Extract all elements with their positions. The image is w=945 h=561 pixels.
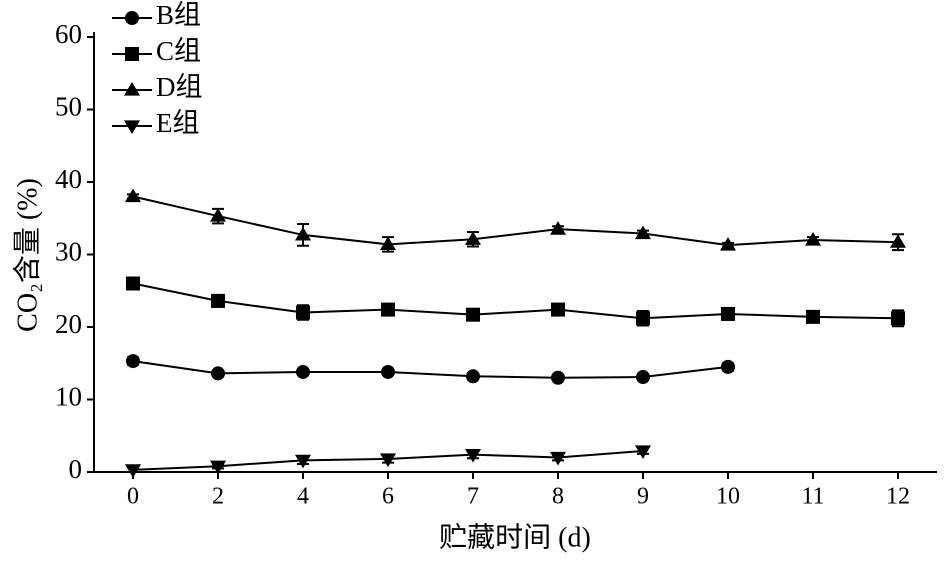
legend-marker xyxy=(124,120,140,134)
marker xyxy=(380,453,396,467)
marker xyxy=(890,234,906,248)
marker xyxy=(210,460,226,475)
y-tick-label: 30 xyxy=(55,237,82,267)
marker xyxy=(550,221,566,235)
marker xyxy=(126,276,140,291)
marker xyxy=(295,454,311,469)
marker xyxy=(295,226,311,241)
marker xyxy=(466,369,480,384)
marker xyxy=(720,237,736,251)
marker xyxy=(635,225,651,240)
marker xyxy=(210,208,226,222)
marker xyxy=(805,232,821,246)
y-tick-label: 40 xyxy=(55,164,82,194)
x-tick-label: 8 xyxy=(552,484,564,510)
x-tick-label: 9 xyxy=(637,484,649,510)
legend-marker xyxy=(125,47,139,61)
y-tick-label: 50 xyxy=(55,92,82,122)
series-line xyxy=(132,282,899,320)
marker xyxy=(806,309,820,324)
x-tick-label: 11 xyxy=(801,484,824,510)
series-line xyxy=(132,360,729,379)
marker xyxy=(635,445,651,459)
x-tick-label: 6 xyxy=(382,484,394,510)
legend-marker xyxy=(125,11,139,25)
marker xyxy=(465,449,481,463)
y-axis-label: CO₂含量 (%) xyxy=(11,178,43,332)
marker xyxy=(296,364,310,379)
marker xyxy=(551,302,565,317)
x-tick-label: 4 xyxy=(297,484,309,510)
marker xyxy=(466,307,480,322)
marker xyxy=(380,236,396,250)
marker xyxy=(551,370,565,385)
x-tick-label: 0 xyxy=(127,484,139,510)
y-tick-label: 60 xyxy=(55,19,82,49)
legend-label: E组 xyxy=(156,108,200,138)
y-tick-label: 10 xyxy=(55,382,82,412)
marker xyxy=(381,302,395,317)
legend-label: D组 xyxy=(156,72,203,102)
x-tick-label: 7 xyxy=(467,484,479,510)
marker xyxy=(381,364,395,379)
series-line xyxy=(132,195,899,247)
x-tick-label: 2 xyxy=(212,484,224,510)
marker xyxy=(550,451,566,466)
legend-marker xyxy=(124,82,140,96)
marker xyxy=(211,293,225,308)
marker xyxy=(125,464,141,478)
marker xyxy=(296,305,310,320)
marker xyxy=(465,231,481,245)
marker xyxy=(126,354,140,369)
marker xyxy=(125,188,141,203)
x-axis-label: 贮藏时间 (d) xyxy=(439,521,591,553)
marker xyxy=(211,366,225,381)
legend-label: C组 xyxy=(156,36,201,66)
marker xyxy=(721,359,735,374)
x-tick-label: 10 xyxy=(716,484,740,510)
marker xyxy=(891,311,905,326)
marker xyxy=(636,370,650,385)
x-tick-label: 12 xyxy=(886,484,910,510)
legend-label: B组 xyxy=(156,0,201,30)
y-tick-label: 0 xyxy=(69,454,83,484)
marker xyxy=(721,306,735,321)
marker xyxy=(636,311,650,326)
y-tick-label: 20 xyxy=(55,309,82,339)
